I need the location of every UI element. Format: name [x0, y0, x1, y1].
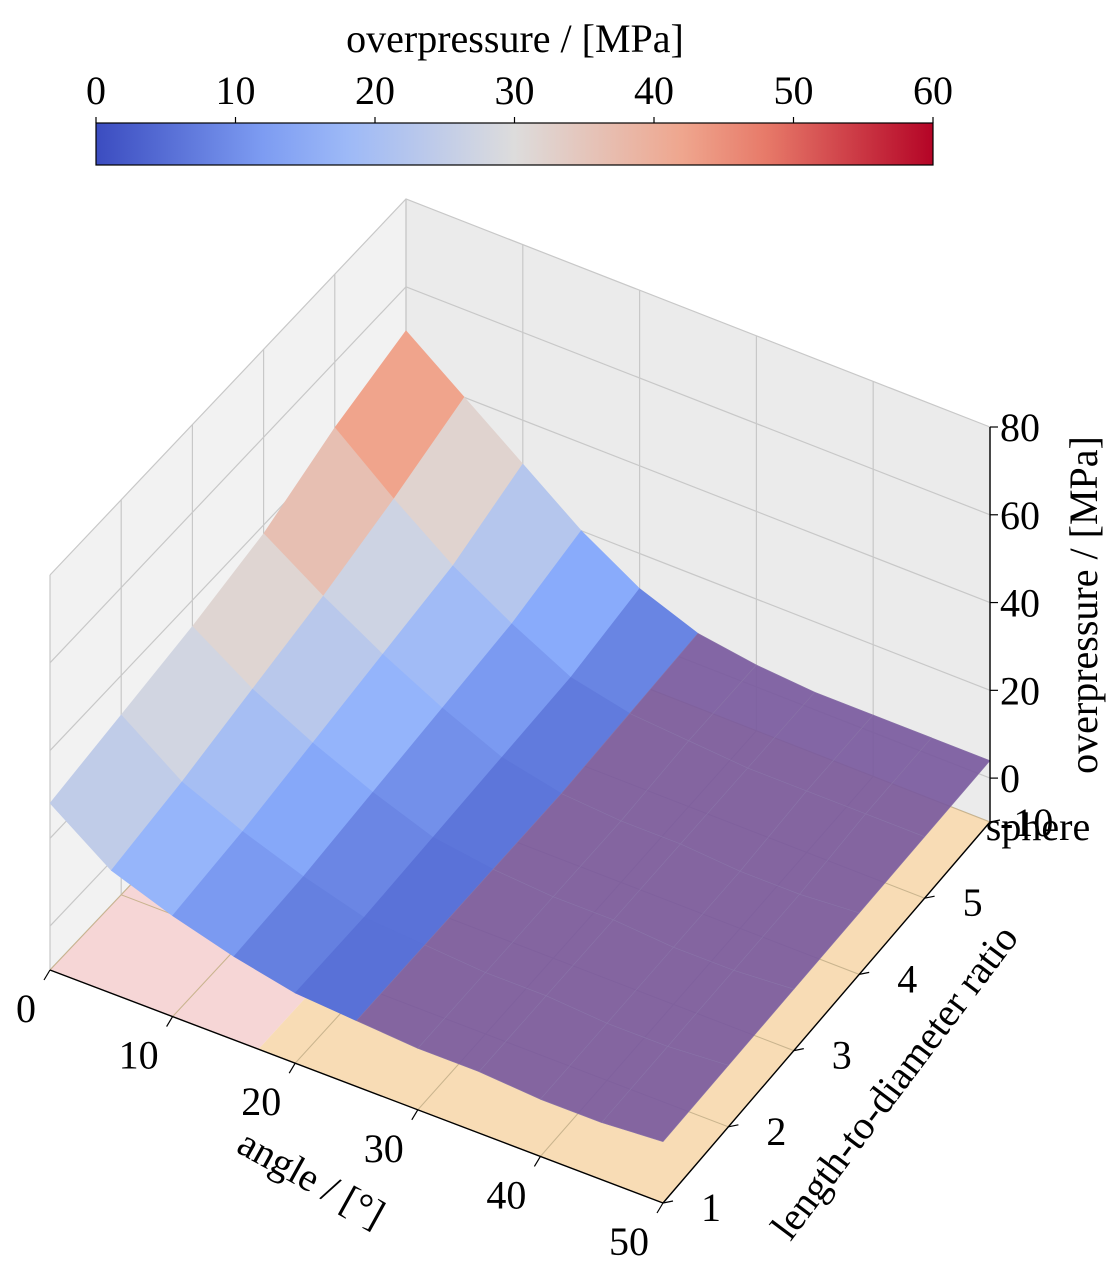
y-tick-label: sphere [986, 804, 1090, 849]
y-tick-label: 1 [701, 1185, 721, 1230]
x-tick-label: 10 [119, 1033, 159, 1078]
y-tick-label: 4 [897, 956, 917, 1001]
colorbar-label: overpressure / [MPa] [346, 16, 684, 61]
colorbar-tick-label: 60 [913, 68, 953, 113]
y-tick [859, 971, 870, 975]
colorbar-tick-label: 30 [495, 68, 535, 113]
x-tick [411, 1109, 419, 1121]
y-tick-label: 2 [766, 1109, 786, 1154]
colorbar-tick-label: 20 [355, 68, 395, 113]
axis-lines [49, 427, 991, 1204]
colorbar-tick-label: 10 [216, 68, 256, 113]
x-tick [533, 1156, 541, 1167]
colorbar-bar [95, 122, 934, 166]
y-tick [793, 1048, 804, 1052]
x-tick-label: 40 [486, 1172, 526, 1217]
z-axis-label: overpressure / [MPa] [1061, 436, 1106, 774]
x-tick [43, 969, 51, 981]
y-tick [728, 1124, 739, 1128]
z-tick-label: 20 [1000, 668, 1040, 713]
z-tick-label: 40 [1000, 581, 1040, 626]
y-axis-line [662, 821, 991, 1204]
z-tick-label: 60 [1000, 493, 1040, 538]
x-tick [288, 1062, 296, 1074]
x-tick-label: 50 [609, 1219, 649, 1264]
y-tick-label: 5 [963, 880, 983, 925]
colorbar-tick-label: 0 [86, 68, 106, 113]
colorbar: overpressure / [MPa] 0 10 20 30 40 50 60 [86, 16, 953, 166]
colorbar-tick-label: 40 [634, 68, 674, 113]
x-tick [656, 1202, 664, 1214]
y-tick [662, 1200, 674, 1204]
back-pane [406, 199, 990, 822]
surface [49, 330, 991, 1142]
z-tick-label: -10 [1000, 800, 1053, 845]
x-tick-label: 0 [16, 986, 36, 1031]
z-tick-label: 80 [1000, 405, 1040, 450]
y-tick [924, 895, 935, 899]
surface-patch [601, 1046, 729, 1142]
x-tick-label: 30 [364, 1126, 404, 1171]
x-tick [166, 1016, 174, 1027]
colorbar-ticks: 0 10 20 30 40 50 60 [86, 68, 953, 123]
x-axis-line [49, 969, 664, 1204]
y-tick-label: 3 [832, 1033, 852, 1078]
x-tick-label: 20 [241, 1079, 281, 1124]
z-tick-label: 0 [1000, 756, 1020, 801]
colorbar-tick-label: 50 [774, 68, 814, 113]
